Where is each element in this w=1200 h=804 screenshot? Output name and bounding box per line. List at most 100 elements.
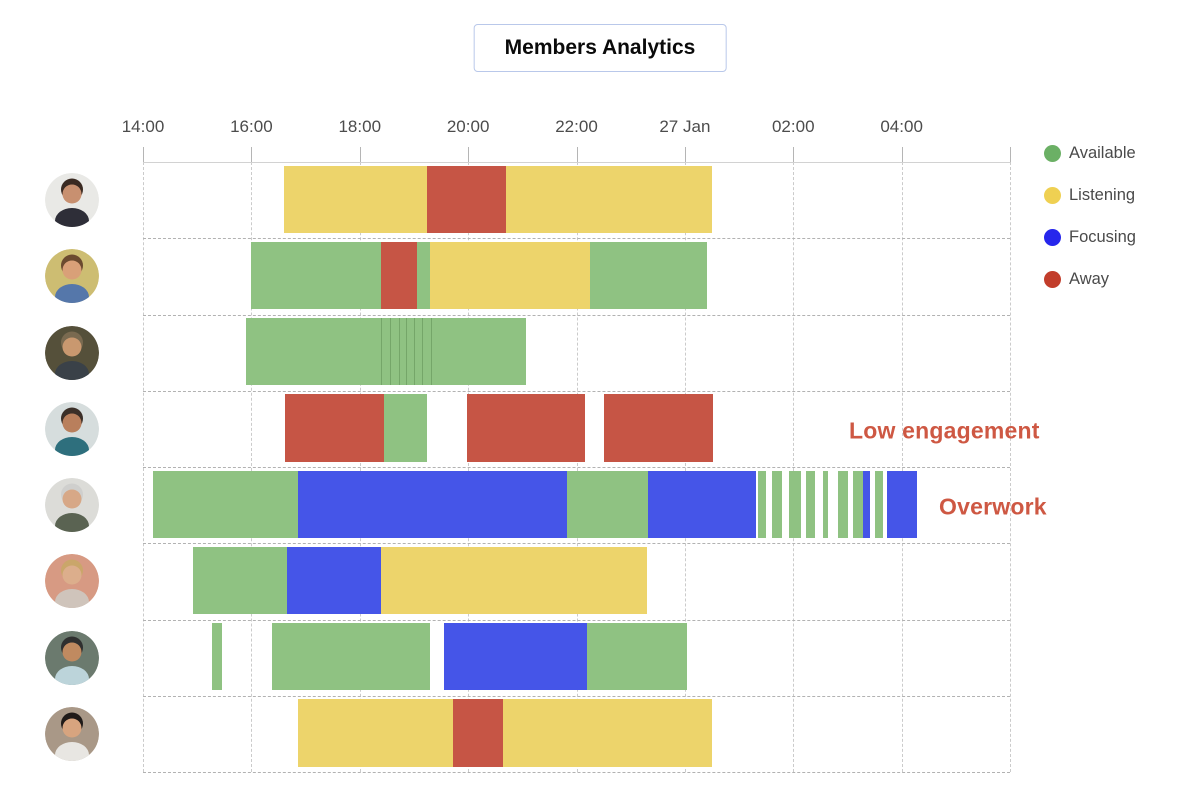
status-bar-available[interactable] [771, 470, 782, 538]
axis-tick-mark [576, 147, 578, 162]
status-bar-available[interactable] [152, 470, 298, 538]
status-bar-available[interactable] [389, 318, 400, 386]
legend-item-available[interactable]: Available [1044, 144, 1136, 163]
status-bar-listening[interactable] [381, 546, 647, 614]
axis-tick-mark [251, 147, 253, 162]
status-bar-available[interactable] [381, 318, 391, 386]
status-bar-available[interactable] [875, 470, 883, 538]
legend-label-away: Away [1069, 270, 1110, 288]
row-separator-line [143, 695, 1010, 697]
status-bar-available[interactable] [788, 470, 801, 538]
member-avatar-member-2[interactable] [45, 249, 99, 304]
status-bar-focusing[interactable] [863, 470, 871, 538]
legend-label-available: Available [1069, 144, 1136, 162]
avatar-photo-icon [45, 478, 99, 533]
legend-item-listening[interactable]: Listening [1044, 186, 1136, 205]
member-avatar-member-3[interactable] [45, 325, 99, 380]
status-bar-available[interactable] [431, 318, 526, 386]
status-bar-available[interactable] [406, 318, 415, 386]
axis-tick-mark [359, 147, 361, 162]
axis-tick-label: 16:00 [230, 117, 273, 136]
status-bar-focusing[interactable] [287, 546, 382, 614]
legend-dot-listening-icon [1044, 187, 1061, 204]
row-separator-line [143, 772, 1010, 773]
status-bar-available[interactable] [245, 318, 382, 386]
status-bar-focusing[interactable] [443, 623, 587, 691]
status-bar-available[interactable] [416, 241, 431, 309]
status-bar-focusing[interactable] [648, 470, 756, 538]
status-bar-listening[interactable] [297, 699, 453, 767]
axis-tick-label: 27 Jan [659, 117, 711, 136]
member-avatar-member-5[interactable] [45, 478, 99, 533]
avatar-photo-icon [45, 401, 99, 456]
member-avatar-member-1[interactable] [45, 173, 99, 228]
status-bar-available[interactable] [384, 394, 427, 462]
row-separator-line [143, 619, 1010, 621]
annotation-text: Overwork [939, 493, 1047, 520]
status-bar-available[interactable] [251, 241, 382, 309]
row-separator-line [143, 390, 1010, 392]
status-bar-away[interactable] [467, 394, 586, 462]
row-separator-line [143, 467, 1010, 468]
status-bar-available[interactable] [805, 470, 815, 538]
status-bar-available[interactable] [413, 318, 424, 386]
axis-tick-label: 22:00 [555, 117, 598, 136]
vertical-gridline [1010, 162, 1011, 772]
status-bar-away[interactable] [604, 394, 714, 462]
avatar-photo-icon [45, 706, 99, 761]
status-bar-listening[interactable] [430, 241, 591, 309]
annotation-text: Low engagement [849, 417, 1040, 444]
status-bar-focusing[interactable] [886, 470, 917, 538]
chart-title-text: Members Analytics [504, 36, 696, 59]
status-bar-available[interactable] [852, 470, 864, 538]
status-bar-available[interactable] [271, 623, 431, 691]
status-bar-available[interactable] [422, 318, 433, 386]
axis-tick-mark [1010, 147, 1011, 162]
status-bar-away[interactable] [452, 699, 503, 767]
legend: Available Listening Focusing Away [1044, 144, 1136, 312]
legend-label-listening: Listening [1069, 186, 1136, 204]
avatar-photo-icon [45, 249, 99, 304]
legend-dot-away-icon [1044, 271, 1061, 288]
status-bar-available[interactable] [566, 470, 649, 538]
status-bar-available[interactable] [822, 470, 829, 538]
axis-tick-mark [143, 147, 144, 162]
status-bar-available[interactable] [586, 623, 688, 691]
chart-title: Members Analytics [473, 24, 727, 72]
legend-label-focusing: Focusing [1069, 228, 1136, 246]
row-separator-line [143, 162, 1010, 163]
avatar-photo-icon [45, 630, 99, 685]
axis-tick-label: 04:00 [880, 117, 923, 136]
status-bar-available[interactable] [211, 623, 223, 691]
status-bar-away[interactable] [284, 394, 385, 462]
status-bar-available[interactable] [758, 470, 766, 538]
status-bar-listening[interactable] [283, 165, 428, 233]
avatar-photo-icon [45, 554, 99, 609]
row-separator-line [143, 543, 1010, 545]
status-bar-available[interactable] [590, 241, 707, 309]
status-bar-available[interactable] [192, 546, 288, 614]
axis-tick-mark [793, 147, 795, 162]
axis-tick-mark [468, 147, 470, 162]
avatar-photo-icon [45, 325, 99, 380]
legend-item-away[interactable]: Away [1044, 270, 1136, 289]
row-separator-line [143, 238, 1010, 240]
axis-tick-label: 02:00 [771, 117, 815, 136]
status-bar-available[interactable] [837, 470, 848, 538]
status-bar-listening[interactable] [506, 165, 712, 233]
status-bar-focusing[interactable] [297, 470, 567, 538]
member-avatar-member-8[interactable] [45, 706, 99, 761]
status-bar-away[interactable] [381, 241, 417, 309]
legend-item-focusing[interactable]: Focusing [1044, 228, 1136, 247]
status-bar-away[interactable] [427, 165, 507, 233]
status-bar-available[interactable] [398, 318, 408, 386]
axis-tick-label: 14:00 [121, 117, 165, 136]
status-bar-listening[interactable] [502, 699, 712, 767]
axis-tick-label: 18:00 [338, 117, 382, 136]
avatar-photo-icon [45, 173, 99, 228]
member-avatar-member-7[interactable] [45, 630, 99, 685]
axis-tick-mark [901, 147, 903, 162]
member-avatar-member-6[interactable] [45, 554, 99, 609]
member-avatar-member-4[interactable] [45, 401, 99, 456]
